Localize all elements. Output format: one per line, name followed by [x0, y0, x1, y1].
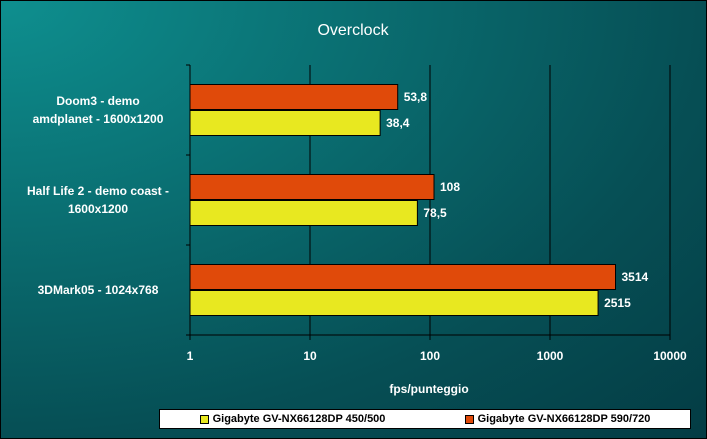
x-tick-label: 10 [303, 349, 317, 363]
category-label: 3DMark05 - 1024x768 [38, 283, 159, 297]
data-label-series-a: 2515 [604, 296, 631, 310]
legend-label-series-b: Gigabyte GV-NX66128DP 590/720 [477, 413, 651, 425]
legend: Gigabyte GV-NX66128DP 450/500 Gigabyte G… [159, 409, 691, 429]
x-tick-label: 1000 [537, 349, 564, 363]
category-label: amdplanet - 1600x1200 [33, 112, 164, 126]
axes [186, 64, 671, 340]
legend-swatch-series-a [199, 414, 209, 424]
category-label: Doom3 - demo [56, 94, 139, 108]
bar-series-b [189, 264, 616, 290]
category-label: 1600x1200 [68, 202, 128, 216]
data-label-series-b: 3514 [621, 270, 648, 284]
legend-swatch-series-b [464, 414, 474, 424]
legend-item-series-b: Gigabyte GV-NX66128DP 590/720 [464, 413, 651, 425]
chart-title: Overclock [317, 22, 389, 39]
x-axis-label: fps/punteggio [389, 382, 468, 396]
legend-label-series-a: Gigabyte GV-NX66128DP 450/500 [212, 413, 386, 425]
x-tick-label: 10000 [653, 349, 687, 363]
bar-series-b [189, 174, 435, 200]
labels: 1 10 100 1000 10000 53,8 38,4 Doom3 - demo amdpl… [27, 90, 687, 363]
x-tick-label: 1 [187, 349, 194, 363]
data-label-series-b: 53,8 [404, 90, 428, 104]
category-label: Half Life 2 - demo coast - [27, 184, 169, 198]
data-label-series-a: 78,5 [423, 206, 447, 220]
data-label-series-b: 108 [440, 180, 460, 194]
bar-series-a [189, 110, 381, 136]
bar-series-a [189, 200, 418, 226]
bar-series-a [189, 290, 599, 316]
bar-series-b [189, 84, 399, 110]
legend-item-series-a: Gigabyte GV-NX66128DP 450/500 [199, 413, 386, 425]
data-label-series-a: 38,4 [386, 116, 410, 130]
x-tick-label: 100 [420, 349, 440, 363]
